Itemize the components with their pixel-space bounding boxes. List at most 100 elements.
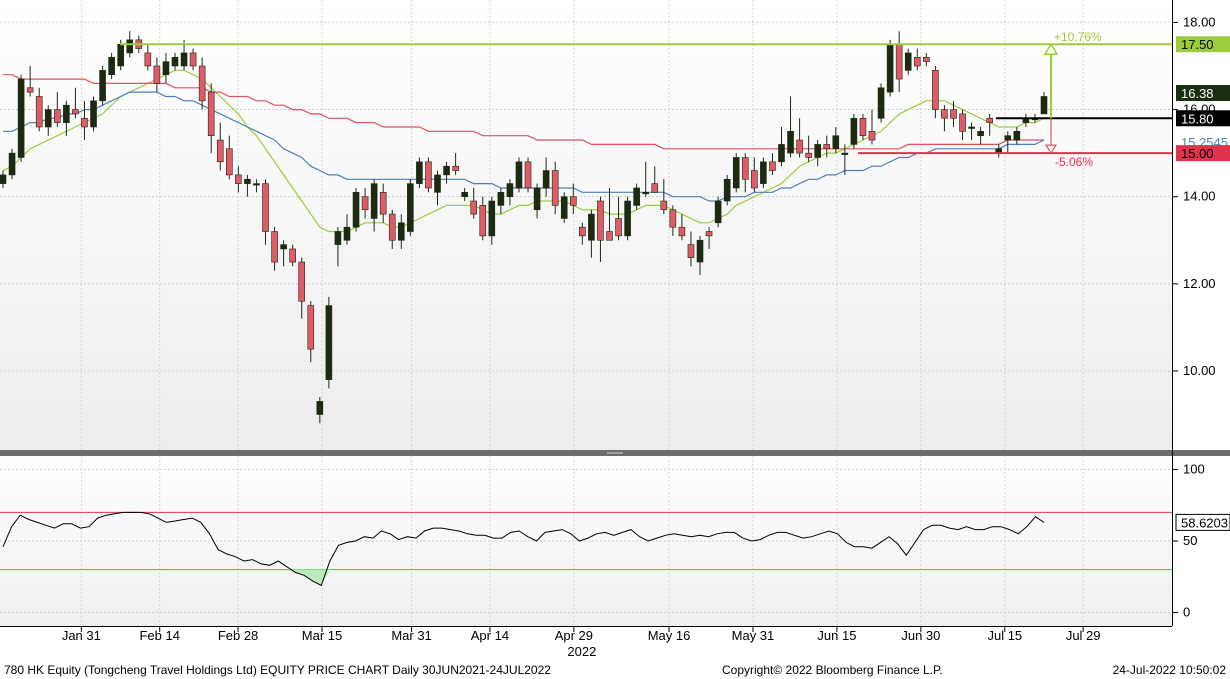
candle-body [660,200,668,211]
candle-body [741,157,749,180]
candle-body [44,109,52,128]
candle-body [488,200,496,237]
candle [968,122,975,141]
candle-body [407,183,414,232]
candle [235,166,242,193]
price-tag-bg [1176,85,1230,101]
candle [687,231,695,267]
candle [361,187,369,219]
candle [850,113,858,149]
price-tag-0: 17.50 [1176,36,1230,53]
candle-body [651,183,659,193]
candle-body [316,401,324,415]
candle [0,170,7,188]
xtick-label-9: Jun 15 [817,628,856,643]
candle-body [289,248,296,263]
candle [416,157,423,188]
moving-average-line-2 [3,74,1044,150]
candle [397,214,405,249]
candle [959,109,966,141]
candle-body [642,192,650,195]
candle-body [986,117,993,123]
osc-ytick-label-1: 50 [1183,533,1197,548]
candle-body [515,161,523,189]
candle [479,196,487,241]
candle-body [397,222,405,241]
osc-ytick-label-2: 100 [1183,461,1205,476]
year-label: 2022 [567,644,596,659]
candle [470,187,478,219]
candle [560,192,568,223]
upside-percent-label: +10.76% [1054,30,1102,44]
candle [923,52,930,66]
candle-body [633,187,640,206]
candle-body [769,161,776,171]
candle [407,179,414,236]
candle-body [189,52,197,67]
candle-body [551,170,559,206]
candle [108,52,115,80]
candle [171,52,179,71]
candle-body [452,165,459,171]
candle [597,196,604,263]
candle [316,397,324,424]
candle-body [307,305,315,350]
candle [769,153,776,175]
candle [823,135,831,158]
candle [162,52,170,84]
candle-body [325,305,333,380]
xtick-label-12: Jul 29 [1066,628,1101,643]
candle [1013,126,1021,145]
candle [253,179,260,193]
candle [913,48,921,71]
candle-body [262,183,269,232]
footer-copyright: Copyright© 2022 Bloomberg Finance L.P. [722,663,943,677]
candle [977,126,984,145]
candle-body [923,56,930,62]
candle [244,174,251,197]
candle-body [343,226,351,241]
xtick-label-4: Mar 31 [391,628,431,643]
candle-body [904,52,912,71]
candle-body [171,56,179,67]
candle-body [814,144,821,158]
candle-body [868,131,876,141]
candle [904,48,912,75]
candle [732,153,740,193]
candle-body [624,200,631,237]
candle-body [859,117,867,136]
candle [99,65,106,106]
price-chart-svg[interactable]: +10.76%-5.06% 10.0012.0014.0016.0018.001… [0,0,1230,660]
candle-body [379,192,387,215]
candle [298,257,306,319]
candle [533,183,541,219]
candle-body [479,205,487,237]
candle-body [950,109,957,119]
candle-body [615,218,622,237]
candle-body [913,56,921,67]
xtick-label-2: Feb 28 [218,628,258,643]
candle [17,74,25,162]
candle [506,179,514,206]
candle-body [533,187,541,211]
candle-body [932,70,939,110]
candle-body [524,161,532,189]
candle [624,196,631,241]
candle [90,96,97,132]
osc-ytick-label-0: 0 [1183,605,1190,620]
price-tag-label: 15.00 [1181,146,1214,161]
candle [352,187,360,232]
candle [63,100,70,136]
candle-body [959,113,966,132]
candle [615,196,622,241]
candle-body [235,174,242,184]
candle [705,227,713,249]
price-ytick-label-1: 12.00 [1183,276,1216,291]
candle-body [895,43,903,80]
candle-body [63,104,70,123]
candle-body [606,231,613,241]
candle [26,65,34,97]
candle-body [117,43,124,67]
candle-body [597,200,604,241]
xtick-label-0: Jan 31 [62,628,101,643]
